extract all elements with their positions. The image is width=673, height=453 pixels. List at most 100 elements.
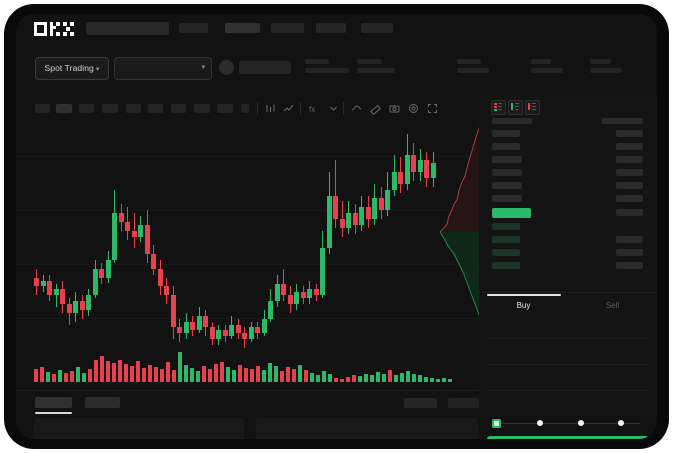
orderbook-ask-row[interactable]	[492, 143, 520, 150]
volume-bar	[196, 370, 200, 382]
orderbook-bid-row[interactable]	[492, 262, 520, 269]
okx-logo-icon[interactable]	[34, 22, 74, 36]
timeframe-5m[interactable]	[56, 104, 72, 113]
volume-bar	[34, 368, 38, 382]
pair-select[interactable]: ▾	[114, 57, 212, 80]
timeframe-1w[interactable]	[194, 104, 210, 113]
volume-bar	[316, 374, 320, 382]
orderbook-bid-size[interactable]	[616, 236, 643, 243]
spot-trading-selector[interactable]: Spot Trading ▾	[35, 57, 109, 80]
volume-bar	[100, 355, 104, 382]
active-tab-underline	[35, 412, 72, 414]
orderbook-ask-row[interactable]	[492, 169, 522, 176]
orderbook-header-size[interactable]	[602, 118, 643, 124]
chart-tab-trading-view[interactable]	[35, 397, 72, 408]
chevron-down-icon[interactable]	[327, 102, 340, 115]
orderbook-last-price[interactable]	[492, 208, 531, 218]
volume-bar	[226, 367, 230, 382]
volume-bar	[436, 379, 440, 382]
orderbook-last-size[interactable]	[616, 209, 643, 216]
trend-line-icon[interactable]	[350, 102, 363, 115]
slider-step-4[interactable]	[618, 420, 624, 426]
orderbook-ask-row[interactable]	[492, 130, 520, 137]
orderbook-both-icon[interactable]	[491, 100, 506, 115]
orderbook-ask-row[interactable]	[492, 195, 522, 202]
indicators-icon[interactable]: fx	[307, 102, 320, 115]
volume-bar	[304, 369, 308, 382]
timeframe-1h[interactable]	[126, 104, 141, 113]
orderbook-ask-row[interactable]	[492, 182, 522, 189]
volume-bar	[388, 369, 392, 382]
timeframe-more[interactable]	[241, 104, 249, 113]
timeframe-4h[interactable]	[148, 104, 163, 113]
stat-24h-change	[357, 59, 395, 73]
volume-bar	[190, 367, 194, 382]
volume-bar	[58, 369, 62, 382]
volume-bar	[238, 365, 242, 382]
timeframe-1m[interactable]	[35, 104, 50, 113]
line-chart-icon[interactable]	[282, 102, 295, 115]
timeframe-15m[interactable]	[79, 104, 94, 113]
orderbook-ask-row[interactable]	[492, 156, 522, 163]
bottom-panel-orders[interactable]	[34, 418, 244, 439]
orderbook-bid-size[interactable]	[616, 249, 643, 256]
orderbook-bids-icon[interactable]	[508, 100, 523, 115]
ruler-icon[interactable]	[369, 102, 382, 115]
orderbook-bid-row[interactable]	[492, 236, 520, 243]
orderbook-bid-row[interactable]	[492, 249, 520, 256]
volume-bar	[136, 361, 140, 382]
amount-slider[interactable]	[490, 418, 646, 430]
chart-action-2[interactable]	[448, 398, 479, 408]
camera-icon[interactable]	[388, 102, 401, 115]
orderbook-bid-size[interactable]	[616, 262, 643, 269]
timeframe-30m[interactable]	[102, 104, 118, 113]
order-form	[479, 318, 657, 416]
orderbook-ask-size[interactable]	[616, 130, 643, 137]
orderbook-ask-size[interactable]	[616, 156, 643, 163]
chart-action-1[interactable]	[404, 398, 437, 408]
volume-bar	[268, 363, 272, 382]
chart-tab-depth[interactable]	[85, 397, 120, 408]
orderbook-ask-size[interactable]	[616, 195, 643, 202]
settings-gear-icon[interactable]	[407, 102, 420, 115]
submit-order-button[interactable]	[487, 436, 649, 439]
volume-bar	[424, 377, 428, 382]
orderbook-ask-size[interactable]	[616, 143, 643, 150]
volume-bar	[82, 372, 86, 382]
orderbook-bid-row[interactable]	[492, 223, 520, 230]
coin-avatar-icon	[219, 60, 234, 75]
slider-step-3[interactable]	[578, 420, 584, 426]
orderbook-ask-size[interactable]	[616, 182, 643, 189]
volume-bar	[202, 366, 206, 382]
order-book	[479, 96, 657, 292]
nav-item-2[interactable]	[225, 23, 260, 33]
volume-bar	[340, 379, 344, 382]
timeframe-1mo[interactable]	[217, 104, 233, 113]
chevron-down-icon: ▾	[95, 66, 100, 73]
price-chart[interactable]	[16, 120, 478, 390]
slider-handle[interactable]	[492, 419, 501, 428]
volume-bar	[346, 377, 350, 382]
active-tab-underline	[487, 294, 561, 296]
orderbook-ask-size[interactable]	[616, 169, 643, 176]
volume-bar	[394, 374, 398, 382]
orderbook-asks-icon[interactable]	[525, 100, 540, 115]
bottom-panel-positions[interactable]	[256, 418, 478, 439]
volume-bar	[292, 368, 296, 382]
tab-sell[interactable]: Sell	[605, 301, 620, 310]
timeframe-1d[interactable]	[171, 104, 186, 113]
volume-bar	[184, 365, 188, 382]
fullscreen-icon[interactable]	[426, 102, 439, 115]
nav-item-3[interactable]	[271, 23, 304, 33]
candlestick-chart-icon[interactable]	[264, 102, 277, 115]
nav-item-1[interactable]	[179, 23, 208, 33]
tab-buy[interactable]: Buy	[516, 301, 531, 310]
search-input[interactable]	[86, 22, 169, 35]
spot-trading-label: Spot Trading	[44, 63, 94, 73]
slider-step-2[interactable]	[537, 420, 543, 426]
volume-bar	[430, 378, 434, 382]
nav-item-4[interactable]	[316, 23, 346, 33]
orderbook-header-price[interactable]	[492, 118, 532, 124]
nav-item-5[interactable]	[361, 23, 393, 33]
